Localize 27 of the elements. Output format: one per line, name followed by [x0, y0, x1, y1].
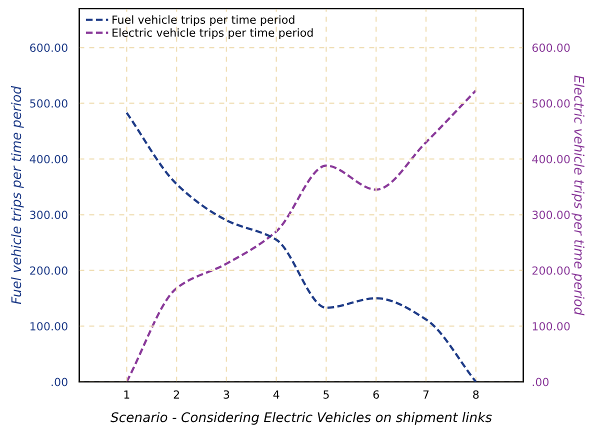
- y-tick-label: 100.00: [30, 322, 68, 330]
- y-tick-label: .00: [52, 378, 68, 386]
- y-tick-label: 400.00: [30, 154, 68, 164]
- y-tick-label: 200.00: [30, 266, 68, 275]
- x-tick-label: 4: [273, 390, 280, 399]
- y-axis-title: Fuel vehicle trips per time period: [10, 86, 24, 304]
- x-tick-label: 1: [124, 390, 130, 399]
- y-tick-label: 500.00: [30, 99, 68, 108]
- y2-tick-label: 100.00: [532, 322, 570, 330]
- y2-axis-title: Electric vehicle trips per time period: [572, 75, 584, 316]
- legend-label: Electric vehicle trips per time period: [112, 28, 313, 39]
- x-tick-label: 3: [224, 390, 230, 399]
- x-tick-label: 6: [373, 390, 379, 399]
- x-tick-label: 2: [174, 390, 179, 399]
- y2-tick-label: 300.00: [532, 210, 570, 220]
- y2-tick-label: 600.00: [532, 44, 570, 52]
- y2-tick-label: 500.00: [532, 99, 570, 108]
- x-axis-title: Scenario - Considering Electric Vehicles on shipment links: [110, 412, 492, 425]
- y2-tick-label: 400.00: [532, 154, 570, 164]
- y-tick-label: 300.00: [30, 210, 68, 220]
- y2-tick-label: .00: [532, 378, 549, 386]
- x-tick-label: 7: [423, 390, 429, 399]
- y2-tick-label: 200.00: [532, 266, 570, 275]
- y-tick-label: 600.00: [30, 44, 68, 52]
- x-tick-label: 5: [324, 390, 329, 399]
- legend-label: Fuel vehicle trips per time period: [112, 15, 294, 26]
- x-tick-label: 8: [473, 390, 479, 399]
